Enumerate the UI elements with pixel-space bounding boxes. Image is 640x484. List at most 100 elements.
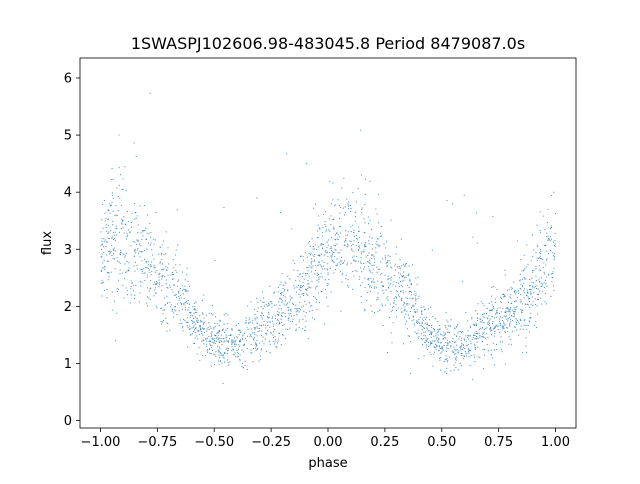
data-point — [539, 231, 541, 233]
data-point — [361, 253, 363, 255]
data-point — [522, 309, 524, 311]
data-point — [116, 288, 118, 290]
data-point — [315, 288, 317, 290]
data-point — [240, 331, 242, 333]
data-point — [211, 337, 213, 339]
data-point — [477, 303, 479, 305]
data-point — [508, 310, 510, 312]
data-point — [310, 263, 312, 265]
data-point — [237, 344, 239, 346]
data-point — [539, 281, 541, 283]
data-point — [491, 310, 493, 312]
data-point — [533, 292, 535, 294]
data-point — [476, 333, 478, 335]
data-point — [436, 338, 438, 340]
data-point — [390, 310, 392, 312]
data-point — [175, 269, 177, 271]
data-point — [333, 272, 335, 274]
data-point — [120, 252, 122, 254]
data-point — [474, 325, 476, 327]
data-point — [135, 217, 137, 219]
data-point — [376, 271, 378, 273]
data-point — [257, 327, 259, 329]
data-point — [186, 301, 188, 303]
data-point — [338, 236, 340, 238]
data-point — [278, 323, 280, 325]
data-point — [237, 337, 239, 339]
data-point — [428, 346, 430, 348]
data-point — [336, 258, 338, 260]
data-point — [177, 244, 179, 246]
data-point — [487, 318, 489, 320]
data-point — [141, 239, 143, 241]
data-point — [539, 297, 541, 299]
data-point — [280, 293, 282, 295]
data-point — [378, 193, 380, 195]
data-point — [377, 298, 379, 300]
data-point — [202, 339, 204, 341]
data-point — [544, 228, 546, 230]
data-point — [393, 281, 395, 283]
data-point — [307, 294, 309, 296]
data-point — [220, 341, 222, 343]
y-tick-label: 0 — [64, 414, 72, 429]
data-point — [458, 350, 460, 352]
data-point — [255, 317, 257, 319]
data-point — [402, 280, 404, 282]
data-point — [311, 271, 313, 273]
data-point — [195, 311, 197, 313]
data-point — [355, 244, 357, 246]
data-point — [459, 346, 461, 348]
data-point — [327, 256, 329, 258]
data-point — [424, 331, 426, 333]
data-point — [311, 258, 313, 260]
data-point — [360, 251, 362, 253]
data-point — [305, 289, 307, 291]
data-point — [118, 167, 120, 169]
data-point — [381, 281, 383, 283]
data-point — [254, 347, 256, 349]
data-point — [507, 308, 509, 310]
data-point — [321, 253, 323, 255]
data-point — [128, 229, 130, 231]
data-point — [364, 204, 366, 206]
data-point — [413, 323, 415, 325]
data-point — [420, 306, 422, 308]
data-point — [415, 277, 417, 279]
data-point — [408, 273, 410, 275]
data-point — [234, 345, 236, 347]
data-point — [507, 320, 509, 322]
data-point — [269, 301, 271, 303]
data-point — [218, 325, 220, 327]
data-point — [188, 303, 190, 305]
data-point — [150, 232, 152, 234]
data-point — [467, 320, 469, 322]
data-point — [172, 274, 174, 276]
data-point — [203, 343, 205, 345]
data-point — [344, 206, 346, 208]
data-point — [336, 263, 338, 265]
data-point — [190, 314, 192, 316]
data-point — [226, 353, 228, 355]
data-point — [198, 347, 200, 349]
data-point — [328, 279, 330, 281]
data-point — [427, 341, 429, 343]
data-point — [476, 212, 478, 214]
data-point — [169, 286, 171, 288]
data-point — [259, 342, 261, 344]
data-point — [398, 294, 400, 296]
data-point — [522, 290, 524, 292]
data-point — [328, 244, 330, 246]
data-point — [392, 322, 394, 324]
data-point — [203, 294, 205, 296]
data-point — [292, 302, 294, 304]
data-point — [371, 310, 373, 312]
data-point — [437, 334, 439, 336]
data-point — [102, 262, 104, 264]
data-point — [403, 301, 405, 303]
data-point — [332, 219, 334, 221]
data-point — [450, 370, 452, 372]
data-point — [380, 282, 382, 284]
data-point — [353, 255, 355, 257]
data-point — [269, 326, 271, 328]
